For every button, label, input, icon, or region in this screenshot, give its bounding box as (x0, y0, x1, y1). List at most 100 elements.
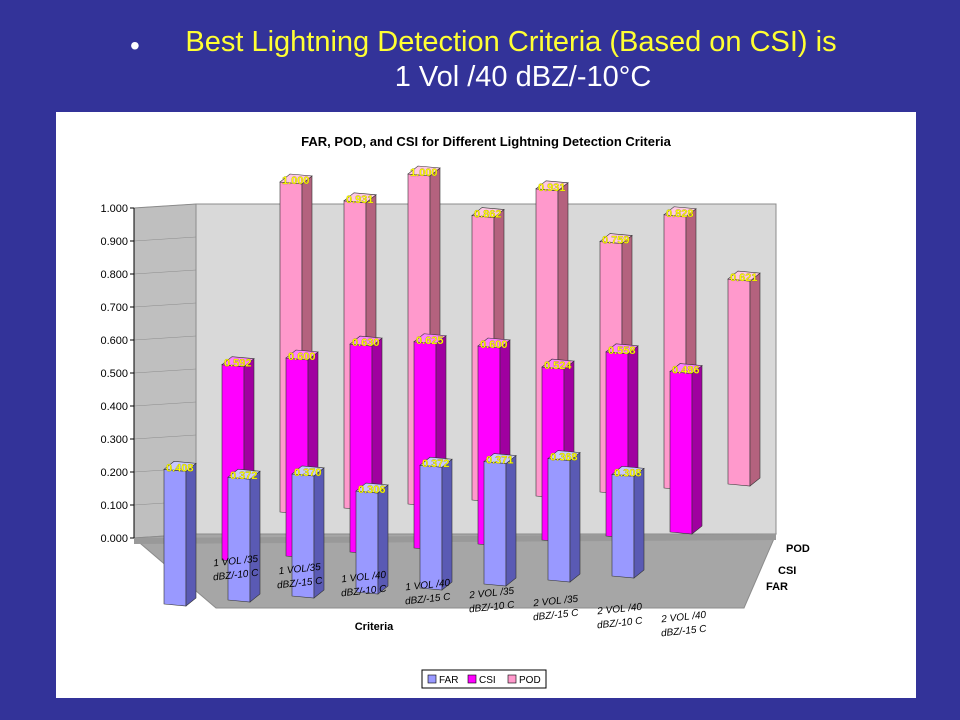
far-bar-front (611, 474, 635, 579)
y-grid-side (133, 335, 197, 341)
y-grid-side (133, 203, 197, 209)
csi-data-label: 0.625 (416, 335, 444, 347)
csi-bar-top (221, 356, 255, 367)
far-bar-top (419, 456, 453, 468)
legend: FAR CSI POD (421, 669, 547, 689)
legend-label-far: FAR (439, 675, 458, 686)
pod-data-label: 0.862 (474, 209, 502, 221)
legend-label-pod: POD (519, 675, 541, 686)
y-tick-label: 0.200 (100, 467, 128, 479)
x-tick-label: 2 VOL /40 (596, 602, 643, 618)
chart-panel: 0.000 0.100 0.200 0.300 0.400 0.500 0.600 0.700… (56, 112, 916, 698)
headline-line-1: Best Lightning Detection Criteria (Based… (185, 26, 837, 58)
x-tick-label: 1 VOL /40 (341, 570, 387, 586)
far-bar-side (185, 462, 197, 607)
x-tick-label: dBZ/-15 C (660, 624, 707, 640)
csi-data-label: 0.592 (224, 358, 252, 370)
y-tick-label: 0.900 (100, 236, 128, 248)
depth-label-far: FAR (766, 581, 788, 593)
far-data-label: 0.371 (486, 455, 514, 467)
pod-bar-top (279, 173, 313, 185)
csi-bar-top (669, 363, 703, 374)
far-bar-side (249, 470, 261, 603)
x-tick-label: 1 VOL /35 (213, 554, 259, 570)
csi-bar-top (541, 358, 575, 370)
far-bar-side (569, 451, 581, 583)
legend-swatch-pod (507, 674, 517, 684)
csi-data-label: 0.558 (608, 345, 636, 357)
pod-data-label: 0.828 (666, 208, 694, 220)
csi-bar-top (413, 333, 447, 345)
y-tick-label: 0.100 (100, 500, 128, 512)
far-bar-top (163, 461, 197, 472)
far-bar-front (547, 458, 571, 583)
pod-bar-top (727, 270, 761, 282)
bullet-glyph: • (130, 30, 140, 61)
pod-bar-top (407, 165, 441, 177)
csi-data-label: 0.630 (352, 337, 380, 349)
pod-data-label: 1.000 (282, 175, 310, 187)
y-grid-side (133, 269, 197, 275)
far-bar-top (291, 465, 325, 477)
x-tick-label: dBZ/-10 C (596, 616, 643, 632)
x-tick-label: 2 VOL /35 (532, 594, 579, 610)
x-tick-label: dBZ/-15 C (404, 592, 451, 608)
csi-data-label: 0.486 (672, 365, 700, 377)
y-grid-side (133, 302, 197, 308)
far-bar-top (547, 450, 581, 461)
csi-bar-top (477, 337, 511, 349)
y-grid-side (133, 236, 197, 242)
csi-data-label: 0.600 (480, 339, 508, 351)
legend-label-csi: CSI (479, 675, 496, 686)
x-tick-label: dBZ/-15 C (532, 608, 579, 624)
far-data-label: 0.408 (166, 462, 194, 474)
far-bar-front (419, 464, 443, 591)
csi-bar-side (691, 364, 703, 535)
far-bar-top (483, 453, 517, 464)
y-tick-label: 0.500 (100, 368, 128, 380)
far-bar-top (355, 482, 389, 494)
far-data-label: 0.308 (614, 467, 642, 479)
far-bar-side (633, 467, 645, 579)
csi-data-label: 0.524 (544, 360, 572, 372)
far-bar-top (611, 466, 645, 477)
slide-headline: • Best Lightning Detection Criteria (Bas… (0, 26, 960, 94)
pod-data-label: 0.759 (602, 235, 630, 247)
pod-data-label: 0.621 (730, 272, 758, 284)
far-data-label: 0.306 (358, 484, 386, 496)
far-data-label: 0.368 (550, 452, 578, 464)
far-data-label: 0.372 (230, 470, 258, 482)
pod-bar-top (663, 206, 697, 218)
legend-box (421, 669, 547, 689)
y-tick-label: 0.600 (100, 335, 128, 347)
y-tick-label: 0.700 (100, 302, 128, 314)
y-tick-label: 0.400 (100, 401, 128, 413)
csi-bar-top (285, 349, 319, 361)
far-bar-side (505, 454, 517, 587)
chart-title: FAR, POD, and CSI for Different Lightnin… (301, 134, 672, 149)
pod-bar-top (471, 207, 505, 218)
depth-label-csi: CSI (778, 565, 796, 577)
3d-bar-chart: 0.000 0.100 0.200 0.300 0.400 0.500 0.600 0.700… (100, 134, 810, 689)
pod-bar-top (343, 192, 377, 204)
x-tick-label: dBZ/-10 C (212, 568, 259, 584)
far-bar-front (227, 476, 251, 603)
far-data-label: 0.372 (422, 458, 450, 470)
pod-bar-side (749, 272, 761, 487)
legend-swatch-csi (467, 674, 477, 684)
csi-bar-front (669, 371, 693, 535)
x-tick-label: 1 VOL/35 (278, 562, 322, 577)
x-tick-label: dBZ/-10 C (468, 600, 515, 616)
y-grid-side (133, 401, 197, 407)
pod-bar-top (535, 180, 569, 192)
x-tick-label: 2 VOL /35 (468, 586, 515, 602)
y-tick-label: 0.800 (100, 269, 128, 281)
x-tick-label: 2 VOL /40 (660, 610, 707, 626)
far-bar-front (483, 461, 507, 587)
csi-bar-top (349, 335, 383, 347)
legend-swatch-far (427, 674, 437, 684)
far-bar-front (163, 469, 187, 607)
pod-data-label: 1.000 (410, 167, 438, 179)
headline-line-2: 1 Vol /40 dBZ/-10°C (394, 61, 652, 93)
y-grid-side (133, 368, 197, 374)
